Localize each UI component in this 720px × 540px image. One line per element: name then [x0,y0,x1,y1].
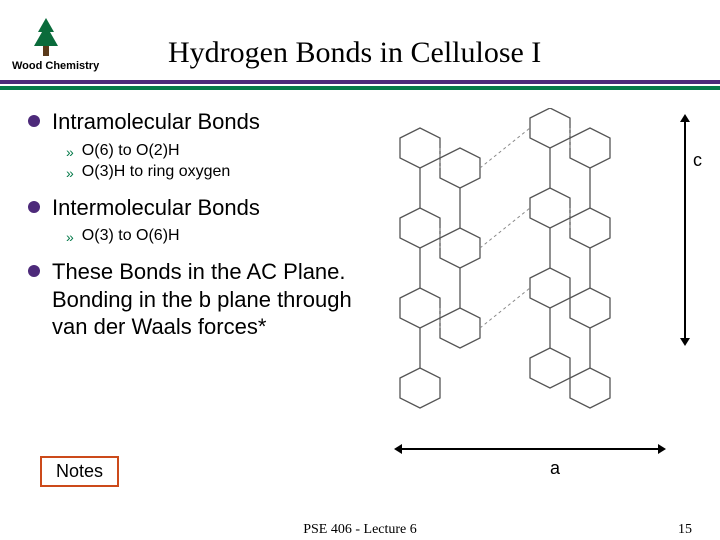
bullet-dot-icon [28,115,40,127]
bullet-text: O(3) to O(6)H [82,227,180,245]
bullet-text: Intermolecular Bonds [52,194,260,222]
bullet-text: These Bonds in the AC Plane. Bonding in … [52,258,373,341]
footer-center-text: PSE 406 - Lecture 6 [0,522,720,538]
header-label: Wood Chemistry [12,60,99,72]
list-item: » O(3) to O(6)H [66,227,373,245]
bullet-text: Intramolecular Bonds [52,108,260,136]
c-axis-label: c [693,150,702,171]
list-item: Intermolecular Bonds [28,194,373,222]
page-number: 15 [678,522,692,538]
notes-box: Notes [40,456,119,487]
tree-logo-icon [28,18,64,63]
c-axis-arrow-icon [684,120,686,340]
slide-title: Hydrogen Bonds in Cellulose I [168,36,541,70]
bullet-text: O(6) to O(2)H [82,142,180,160]
slide-header: Wood Chemistry Hydrogen Bonds in Cellulo… [0,18,720,80]
a-axis-label: a [550,458,560,479]
molecular-diagram [380,108,670,448]
a-axis-arrow-icon [400,448,660,450]
sub-bullet-arrow-icon: » [66,229,74,245]
sub-bullet-arrow-icon: » [66,144,74,160]
header-divider [0,80,720,90]
bullet-dot-icon [28,265,40,277]
bullet-text: O(3)H to ring oxygen [82,163,231,181]
list-item: » O(3)H to ring oxygen [66,163,373,181]
bullet-dot-icon [28,201,40,213]
list-item: » O(6) to O(2)H [66,142,373,160]
bullet-content: Intramolecular Bonds » O(6) to O(2)H » O… [28,108,373,347]
list-item: Intramolecular Bonds [28,108,373,136]
sub-bullet-arrow-icon: » [66,165,74,181]
list-item: These Bonds in the AC Plane. Bonding in … [28,258,373,341]
